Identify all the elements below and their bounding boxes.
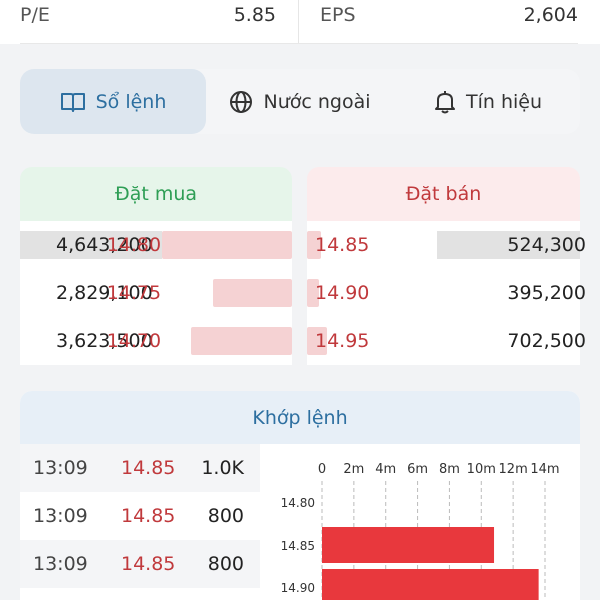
buy-volume: 2,829,100 bbox=[56, 282, 153, 304]
sell-depth-bar bbox=[307, 327, 327, 355]
y-category-label: 14.80 bbox=[281, 496, 315, 510]
volume-by-price-chart: 0 2m 4m 6m 8m 10m 12m 14m 14.80 14.85 14.90 bbox=[281, 462, 560, 600]
buy-volume: 3,623,500 bbox=[56, 330, 153, 352]
match-price: 14.85 bbox=[121, 457, 176, 479]
buy-volume: 4,643,200 bbox=[56, 234, 153, 256]
matched-order-row[interactable]: 13:09 14.85 1.0K bbox=[20, 444, 260, 492]
matched-order-row[interactable]: 13:09 14.85 800 bbox=[20, 492, 260, 540]
matched-orders-header: Khớp lệnh bbox=[20, 391, 580, 444]
volume-bar bbox=[322, 527, 495, 563]
bell-icon bbox=[434, 90, 456, 114]
tab-signals[interactable]: Tín hiệu bbox=[418, 69, 558, 134]
sell-price: 14.90 bbox=[315, 282, 370, 304]
tab-order-book-label: Sổ lệnh bbox=[95, 90, 167, 113]
buy-depth-bar bbox=[213, 279, 292, 307]
tab-foreign[interactable]: Nước ngoài bbox=[220, 69, 380, 134]
buy-order-row[interactable]: 2,829,100 14.75 bbox=[20, 269, 292, 317]
match-volume: 1.0K bbox=[201, 457, 244, 479]
sell-depth-bar bbox=[307, 231, 321, 259]
x-tick-label: 14m bbox=[530, 462, 559, 477]
sell-volume: 395,200 bbox=[507, 282, 586, 304]
buy-orders-header: Đặt mua bbox=[20, 167, 292, 221]
match-volume: 800 bbox=[207, 505, 244, 527]
eps-stat: EPS 2,604 bbox=[320, 0, 578, 44]
x-tick-label: 0 bbox=[318, 462, 326, 477]
sell-volume-highlight bbox=[437, 231, 580, 259]
x-tick-label: 6m bbox=[407, 462, 428, 477]
pe-label: P/E bbox=[20, 4, 50, 26]
buy-price: 14.75 bbox=[106, 282, 162, 304]
x-tick-label: 4m bbox=[375, 462, 396, 477]
tab-signals-label: Tín hiệu bbox=[465, 90, 543, 113]
sell-volume: 524,300 bbox=[507, 234, 586, 256]
buy-orders-table: 4,643,200 14.80 2,829,100 14.75 3,623,50… bbox=[20, 221, 292, 365]
pe-stat: P/E 5.85 bbox=[20, 0, 276, 44]
buy-order-row[interactable]: 4,643,200 14.80 bbox=[20, 221, 292, 269]
match-time: 13:09 bbox=[33, 553, 88, 575]
buy-order-row[interactable]: 3,623,500 14.70 bbox=[20, 317, 292, 365]
stats-divider bbox=[298, 0, 299, 44]
pe-value: 5.85 bbox=[233, 4, 276, 26]
sell-price: 14.95 bbox=[315, 330, 370, 352]
stats-row: P/E 5.85 EPS 2,604 bbox=[0, 0, 600, 44]
buy-volume-highlight bbox=[20, 231, 162, 259]
match-price: 14.85 bbox=[121, 505, 176, 527]
sell-order-row[interactable]: 14.85 524,300 bbox=[307, 221, 586, 269]
y-category-label: 14.90 bbox=[281, 581, 315, 595]
x-tick-label: 12m bbox=[499, 462, 528, 477]
sell-orders-table: 14.85 524,300 14.90 395,200 14.95 702,50… bbox=[307, 221, 586, 365]
stats-underline bbox=[20, 43, 578, 44]
sell-order-row[interactable]: 14.95 702,500 bbox=[307, 317, 586, 365]
book-icon bbox=[60, 91, 86, 113]
y-category-label: 14.85 bbox=[281, 539, 315, 553]
sell-depth-bar bbox=[307, 279, 319, 307]
matched-orders-panel: Khớp lệnh 13:09 14.85 1.0K 13:09 14.85 8… bbox=[20, 391, 580, 600]
buy-depth-bar bbox=[191, 327, 292, 355]
sell-order-row[interactable]: 14.90 395,200 bbox=[307, 269, 586, 317]
buy-depth-bar bbox=[162, 231, 292, 259]
x-tick-label: 2m bbox=[343, 462, 364, 477]
matched-order-row[interactable]: 13:09 14.85 800 bbox=[20, 540, 260, 588]
match-price: 14.85 bbox=[121, 553, 176, 575]
match-volume: 800 bbox=[207, 553, 244, 575]
x-tick-label: 8m bbox=[439, 462, 460, 477]
tab-bar: Sổ lệnh Nước ngoài Tín hiệu bbox=[20, 69, 580, 134]
match-time: 13:09 bbox=[33, 457, 88, 479]
globe-icon bbox=[229, 90, 253, 114]
sell-volume: 702,500 bbox=[507, 330, 586, 352]
eps-label: EPS bbox=[320, 4, 356, 26]
buy-price: 14.80 bbox=[106, 234, 162, 256]
tab-foreign-label: Nước ngoài bbox=[263, 90, 371, 113]
eps-value: 2,604 bbox=[523, 4, 578, 26]
sell-price: 14.85 bbox=[315, 234, 370, 256]
tab-order-book[interactable]: Sổ lệnh bbox=[20, 69, 206, 134]
x-tick-label: 10m bbox=[467, 462, 496, 477]
buy-price: 14.70 bbox=[106, 330, 162, 352]
sell-orders-header: Đặt bán bbox=[307, 167, 580, 221]
volume-bar bbox=[322, 569, 539, 600]
match-time: 13:09 bbox=[33, 505, 88, 527]
